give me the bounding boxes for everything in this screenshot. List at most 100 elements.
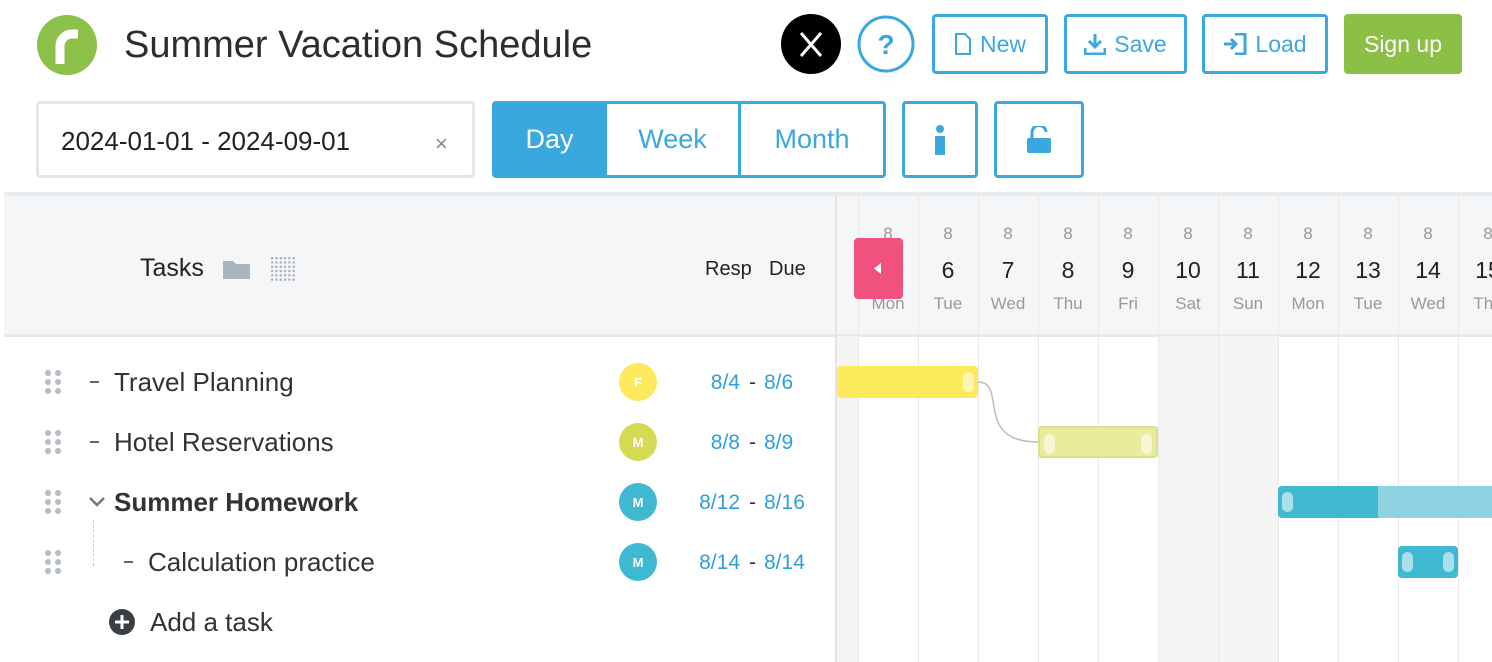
date-sep: -: [749, 371, 756, 394]
view-month[interactable]: Month: [738, 101, 886, 178]
divider: [4, 192, 1492, 196]
weekday: Wed: [1410, 294, 1446, 313]
view-week[interactable]: Week: [604, 101, 741, 178]
date-sep: -: [749, 491, 756, 514]
column-line: [1398, 196, 1399, 662]
avatar: F: [619, 363, 657, 401]
end-date: 8/16: [764, 491, 805, 514]
info-button[interactable]: [902, 101, 978, 178]
task-row[interactable]: Travel Planning F 8/4-8/6: [0, 352, 836, 412]
title: Summer Vacation Schedule: [124, 24, 593, 66]
weekday: Fri: [1118, 294, 1138, 313]
handle[interactable]: [1044, 434, 1055, 454]
task-name: Travel Planning: [114, 367, 294, 397]
timeline: 8 Mon 8 6 Tue 8 7 Wed 8 8 Thu 8 9 Fri 8 10 Sat 8 11 Sun 8 12 M…: [837, 196, 1492, 662]
avatar: M: [619, 483, 657, 521]
task-bar[interactable]: [1278, 486, 1492, 518]
label: New: [979, 30, 1026, 57]
bullet: [90, 441, 99, 443]
weekday: Mon: [1291, 294, 1325, 313]
handle[interactable]: [1443, 552, 1454, 572]
add-task-label: Add a task: [150, 606, 273, 637]
view-day[interactable]: Day: [492, 101, 607, 178]
weekday: Thu: [1053, 294, 1083, 313]
start-date: 8/12: [699, 491, 740, 514]
weekday: Sat: [1175, 294, 1201, 313]
handle[interactable]: [1282, 492, 1293, 512]
dependency-links: [977, 381, 1039, 443]
save-button[interactable]: Save: [1064, 14, 1187, 74]
scroll-back[interactable]: [854, 238, 903, 299]
month: 8: [1363, 224, 1373, 243]
month: 8: [1303, 224, 1313, 243]
load-button[interactable]: Load: [1202, 14, 1328, 74]
add-task[interactable]: Add a task: [108, 607, 273, 637]
start-date: 8/14: [699, 551, 740, 574]
lock-button[interactable]: [994, 101, 1084, 178]
month: 8: [1483, 224, 1492, 243]
column-line: [1218, 196, 1219, 662]
task-name: Hotel Reservations: [114, 427, 334, 457]
task-row[interactable]: Hotel Reservations M 8/8-8/9: [0, 412, 836, 472]
end-date: 8/14: [764, 551, 805, 574]
column-line: [1158, 196, 1159, 662]
signup-button[interactable]: Sign up: [1344, 14, 1462, 74]
month: 8: [1243, 224, 1253, 243]
weekday: Thu: [1473, 294, 1492, 313]
day: 9: [1121, 257, 1135, 283]
help-button[interactable]: ?: [856, 14, 918, 76]
date-input[interactable]: 2024-01-01 - 2024-09-01 ×: [36, 101, 475, 178]
tree-line: [93, 520, 94, 566]
resp-header: Resp: [705, 258, 752, 280]
avatar: M: [619, 423, 657, 461]
task-bar[interactable]: [1398, 546, 1458, 578]
tasks-header: Tasks: [140, 254, 204, 282]
grid-icon: [270, 256, 296, 282]
task-list: Travel Planning F 8/4-8/6 Hotel Reservation…: [0, 352, 836, 662]
month: 8: [943, 224, 953, 243]
shade: [837, 336, 858, 662]
bullet: [90, 381, 99, 383]
collapse[interactable]: [88, 496, 106, 508]
day: 8: [1061, 257, 1075, 283]
month: 8: [883, 224, 893, 243]
label: Save: [1114, 30, 1167, 57]
month: 8: [1423, 224, 1433, 243]
label: Month: [774, 124, 850, 154]
month: 8: [1123, 224, 1133, 243]
label: Load: [1255, 30, 1307, 57]
handle[interactable]: [963, 372, 974, 392]
month: 8: [1003, 224, 1013, 243]
column-line: [978, 196, 979, 662]
task-row[interactable]: Calculation practice M 8/14-8/14: [0, 520, 836, 592]
avatar: M: [619, 543, 657, 581]
handle[interactable]: [1402, 552, 1413, 572]
clear[interactable]: ×: [435, 131, 448, 156]
new-button[interactable]: New: [932, 14, 1048, 74]
label: Day: [525, 124, 574, 154]
end-date: 8/6: [764, 371, 794, 394]
month: 8: [1183, 224, 1193, 243]
task-name: Calculation practice: [148, 547, 375, 577]
x-button[interactable]: [780, 14, 842, 76]
task-bar[interactable]: [1038, 426, 1158, 458]
day: 6: [941, 257, 955, 283]
logo: [37, 15, 97, 75]
weekday: Tue: [1353, 294, 1383, 313]
column-line: [918, 196, 919, 662]
dependency: [977, 381, 1039, 443]
grid-header: [4, 196, 1492, 337]
bullet: [124, 561, 133, 563]
weekday: Sun: [1232, 294, 1264, 313]
start-date: 8/8: [710, 431, 740, 454]
weekday: Wed: [990, 294, 1026, 313]
task-bar[interactable]: [837, 366, 978, 398]
label: Sign up: [1363, 30, 1442, 57]
month: 8: [1063, 224, 1073, 243]
end-date: 8/9: [764, 431, 794, 454]
handle[interactable]: [1141, 434, 1152, 454]
task-row[interactable]: Summer Homework M 8/12-8/16: [0, 472, 836, 532]
date-sep: -: [749, 431, 756, 454]
weekend-shade: [1158, 336, 1218, 662]
